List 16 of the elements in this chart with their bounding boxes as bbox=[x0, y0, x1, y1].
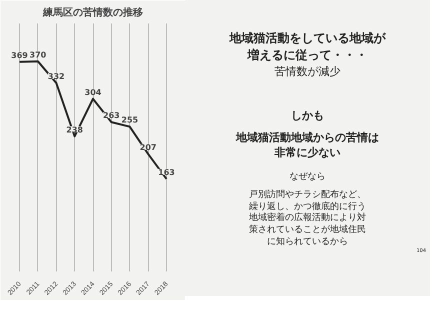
data-label: 207 bbox=[140, 142, 156, 152]
data-label: 369 bbox=[11, 50, 28, 60]
data-label: 304 bbox=[84, 88, 102, 97]
text: 戸別訪問やチラシ配布など、繰り返し、かつ徹底的に行う地域密着の広報活動により対策されていることが地域住民に知られているから bbox=[248, 190, 367, 248]
text: なぜなら bbox=[288, 171, 326, 184]
text: 苦情数が減少 bbox=[274, 64, 342, 80]
text: しかも bbox=[290, 108, 325, 124]
data-label: 255 bbox=[121, 116, 139, 125]
data-label: 332 bbox=[48, 72, 65, 81]
text: 地域猫活動をしている地域が増えるに従って・・・ bbox=[228, 30, 387, 64]
data-label: 370 bbox=[30, 50, 47, 60]
data-label: 238 bbox=[66, 125, 84, 134]
data-label: 163 bbox=[158, 168, 175, 177]
chart-title: 練馬区の苦情数の推移 bbox=[42, 6, 143, 18]
data-label: 263 bbox=[103, 111, 120, 120]
text: 地域猫活動地域からの苦情は非常に少ない bbox=[234, 130, 380, 162]
